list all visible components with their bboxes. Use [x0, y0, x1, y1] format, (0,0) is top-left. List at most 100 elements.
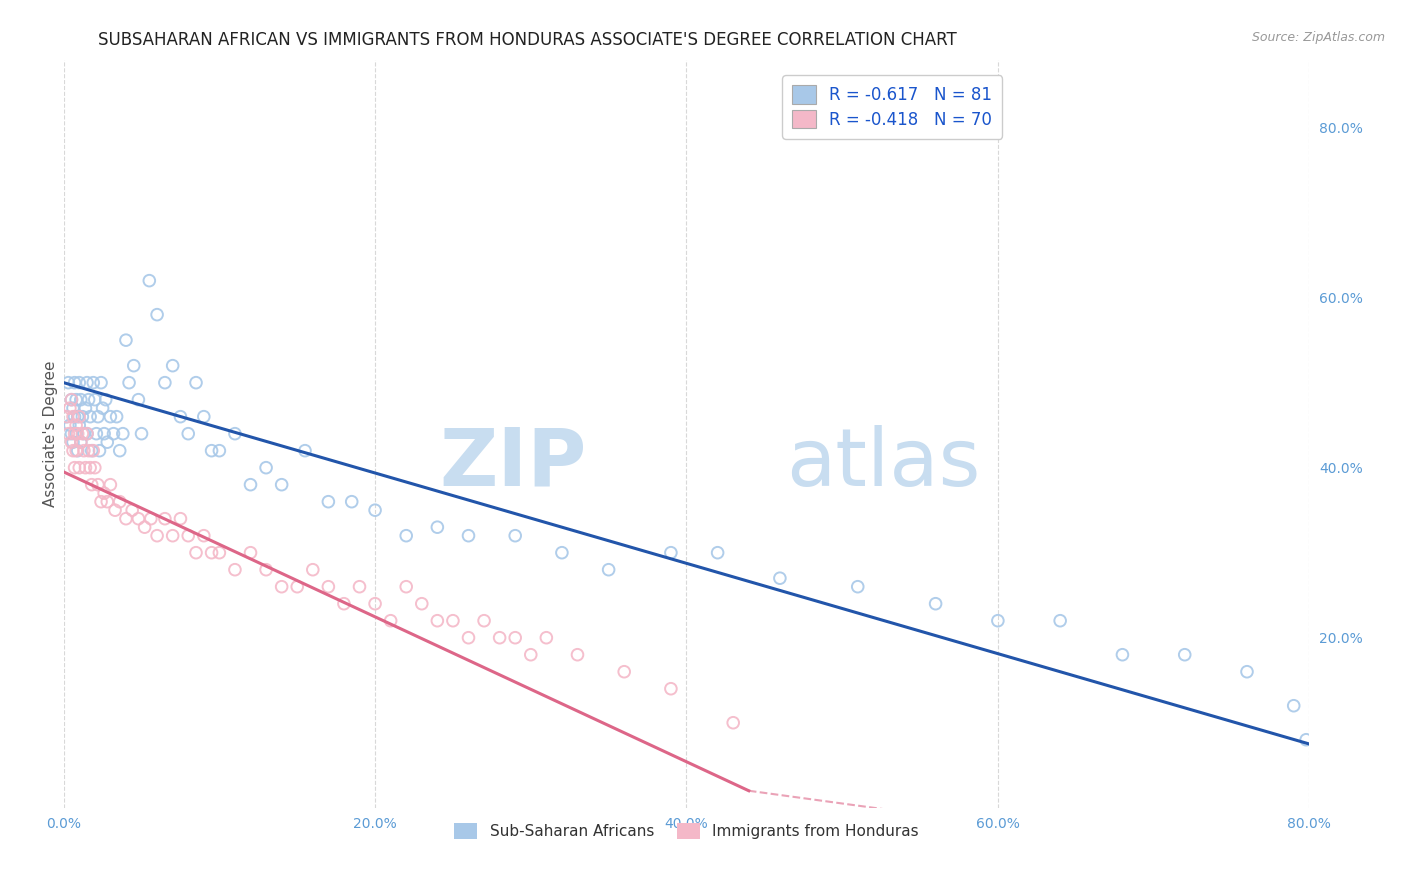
Point	[73, 426, 96, 441]
Point	[426, 614, 449, 628]
Point	[63, 460, 86, 475]
Point	[134, 520, 156, 534]
Point	[426, 520, 449, 534]
Point	[340, 494, 363, 508]
Point	[62, 401, 84, 416]
Text: ZIP: ZIP	[440, 425, 586, 502]
Point	[395, 529, 418, 543]
Point	[76, 426, 98, 441]
Point	[924, 597, 946, 611]
Point	[75, 460, 97, 475]
Point	[69, 392, 91, 407]
Point	[66, 426, 89, 441]
Point	[846, 580, 869, 594]
Point	[224, 563, 246, 577]
Point	[224, 426, 246, 441]
Point	[96, 494, 118, 508]
Point	[457, 631, 479, 645]
Point	[73, 443, 96, 458]
Point	[567, 648, 589, 662]
Point	[193, 529, 215, 543]
Point	[59, 418, 82, 433]
Point	[613, 665, 636, 679]
Point	[184, 546, 207, 560]
Point	[598, 563, 620, 577]
Point	[60, 426, 83, 441]
Point	[177, 426, 200, 441]
Point	[67, 460, 90, 475]
Point	[62, 435, 84, 450]
Point	[457, 529, 479, 543]
Point	[139, 511, 162, 525]
Point	[90, 376, 112, 390]
Point	[169, 409, 191, 424]
Point	[59, 401, 82, 416]
Point	[111, 426, 134, 441]
Point	[91, 401, 114, 416]
Text: SUBSAHARAN AFRICAN VS IMMIGRANTS FROM HONDURAS ASSOCIATE'S DEGREE CORRELATION CH: SUBSAHARAN AFRICAN VS IMMIGRANTS FROM HO…	[98, 31, 957, 49]
Point	[270, 580, 292, 594]
Point	[83, 392, 105, 407]
Point	[208, 546, 231, 560]
Point	[60, 392, 83, 407]
Point	[96, 435, 118, 450]
Y-axis label: Associate's Degree: Associate's Degree	[44, 360, 58, 507]
Point	[72, 426, 94, 441]
Point	[83, 460, 105, 475]
Point	[72, 409, 94, 424]
Point	[65, 418, 87, 433]
Point	[285, 580, 308, 594]
Legend: Sub-Saharan Africans, Immigrants from Honduras: Sub-Saharan Africans, Immigrants from Ho…	[449, 817, 925, 845]
Point	[1282, 698, 1305, 713]
Point	[60, 392, 83, 407]
Point	[62, 443, 84, 458]
Point	[153, 511, 176, 525]
Point	[239, 546, 262, 560]
Point	[100, 409, 122, 424]
Point	[503, 529, 526, 543]
Point	[987, 614, 1010, 628]
Point	[659, 681, 682, 696]
Point	[200, 443, 222, 458]
Point	[67, 409, 90, 424]
Point	[93, 486, 115, 500]
Point	[93, 426, 115, 441]
Point	[108, 443, 131, 458]
Point	[69, 435, 91, 450]
Text: Source: ZipAtlas.com: Source: ZipAtlas.com	[1251, 31, 1385, 45]
Point	[69, 435, 91, 450]
Point	[131, 426, 153, 441]
Point	[80, 477, 103, 491]
Point	[162, 529, 184, 543]
Point	[318, 494, 340, 508]
Point	[503, 631, 526, 645]
Point	[87, 409, 110, 424]
Point	[520, 648, 543, 662]
Point	[66, 409, 89, 424]
Point	[115, 333, 138, 347]
Point	[65, 392, 87, 407]
Point	[122, 359, 145, 373]
Point	[380, 614, 402, 628]
Point	[551, 546, 574, 560]
Point	[63, 426, 86, 441]
Point	[208, 443, 231, 458]
Point	[659, 546, 682, 560]
Point	[65, 443, 87, 458]
Point	[146, 308, 169, 322]
Point	[67, 376, 90, 390]
Point	[121, 503, 143, 517]
Text: atlas: atlas	[786, 425, 980, 502]
Point	[67, 418, 90, 433]
Point	[76, 426, 98, 441]
Point	[127, 511, 149, 525]
Point	[193, 409, 215, 424]
Point	[254, 460, 277, 475]
Point	[76, 376, 98, 390]
Point	[349, 580, 371, 594]
Point	[77, 392, 100, 407]
Point	[239, 477, 262, 491]
Point	[1236, 665, 1258, 679]
Point	[77, 443, 100, 458]
Point	[90, 494, 112, 508]
